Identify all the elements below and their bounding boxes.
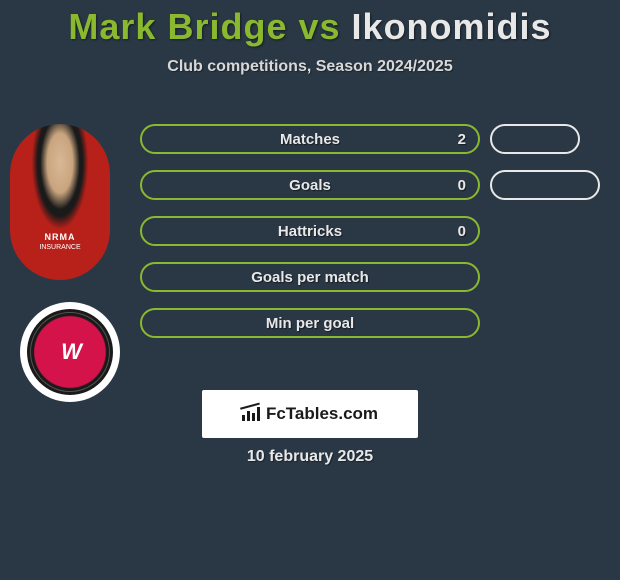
stat-value: 0: [458, 223, 466, 240]
stat-row-min-per-goal: Min per goal: [140, 308, 480, 338]
comparison-card: Mark Bridge vs Ikonomidis Club competiti…: [0, 0, 620, 580]
stat-label: Goals: [289, 177, 331, 194]
subtitle: Club competitions, Season 2024/2025: [0, 58, 620, 76]
stats-left-column: Matches 2 Goals 0 Hattricks 0 Goals per …: [140, 124, 480, 354]
stat-row-matches: Matches 2: [140, 124, 480, 154]
footer-logo: FcTables.com: [202, 390, 418, 438]
stat-label: Hattricks: [278, 223, 342, 240]
player1-photo: INSURANCE: [10, 124, 110, 280]
footer-date: 10 february 2025: [0, 448, 620, 466]
stat-value: 2: [458, 131, 466, 148]
chart-icon: [242, 407, 260, 421]
stat-label: Goals per match: [251, 269, 369, 286]
stat-row-hattricks: Hattricks 0: [140, 216, 480, 246]
stat-value: 0: [458, 177, 466, 194]
player1-team-logo: W: [20, 302, 120, 402]
footer-logo-text: FcTables.com: [266, 404, 378, 424]
comparison-title: Mark Bridge vs Ikonomidis: [0, 0, 620, 48]
player1-name: Mark Bridge: [68, 6, 287, 47]
stat-pill-goals: [490, 170, 600, 200]
stat-row-goals: Goals 0: [140, 170, 480, 200]
team-logo-inner: W: [27, 309, 113, 395]
stats-right-column: [490, 124, 600, 216]
jersey-sponsor-sub: INSURANCE: [39, 244, 80, 251]
stat-pill-matches: [490, 124, 580, 154]
player2-name: Ikonomidis: [352, 6, 552, 47]
team-logo-text: W: [61, 339, 79, 365]
stat-row-goals-per-match: Goals per match: [140, 262, 480, 292]
vs-text: vs: [298, 6, 340, 47]
stat-label: Matches: [280, 131, 340, 148]
stat-label: Min per goal: [266, 315, 354, 332]
